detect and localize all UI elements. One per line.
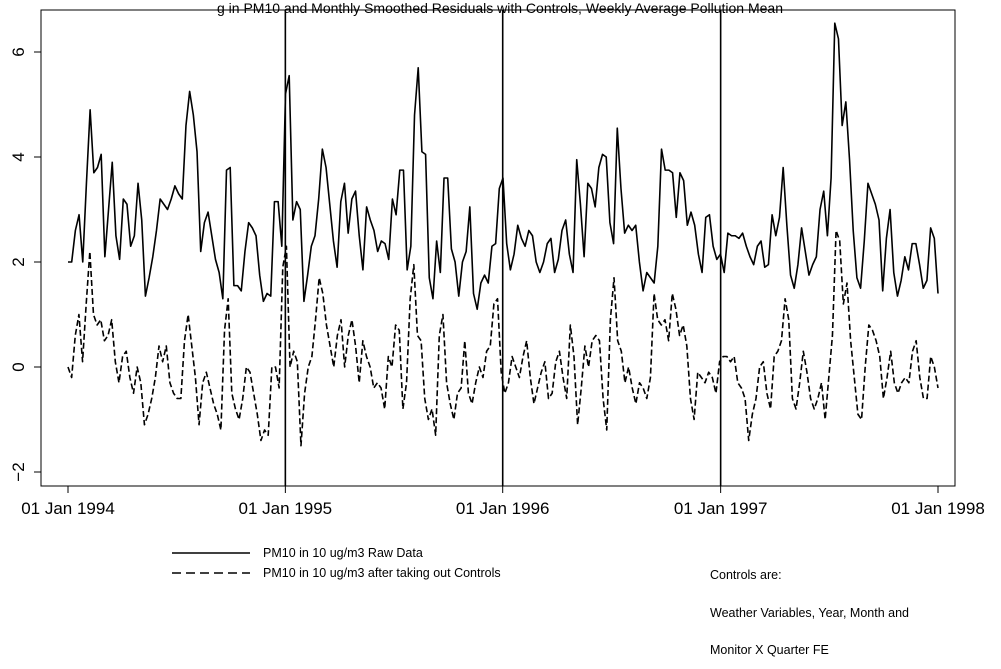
plot-area bbox=[40, 9, 956, 487]
y-tick-label-4: 6 bbox=[9, 47, 28, 56]
y-tick-label-2: 2 bbox=[9, 257, 28, 266]
x-axis: 01 Jan 1994 01 Jan 1995 01 Jan 1996 01 Jan … bbox=[21, 486, 985, 518]
series-line-residual bbox=[67, 229, 939, 447]
legend-swatch-solid bbox=[172, 552, 250, 554]
controls-note: Controls are: Weather Variables, Year, M… bbox=[710, 544, 909, 669]
legend-swatch-dashed bbox=[172, 572, 250, 574]
time-series-chart: g in PM10 and Monthly Smoothed Residuals… bbox=[9, 0, 985, 518]
y-tick-label-3: 4 bbox=[9, 152, 28, 161]
y-tick-label-0: −2 bbox=[9, 462, 28, 481]
x-tick-label-1: 01 Jan 1995 bbox=[239, 499, 333, 518]
chart-title: g in PM10 and Monthly Smoothed Residuals… bbox=[217, 0, 783, 16]
series-layer bbox=[67, 22, 939, 447]
x-tick-label-2: 01 Jan 1996 bbox=[456, 499, 550, 518]
x-tick-label-4: 01 Jan 1998 bbox=[891, 499, 985, 518]
year-divider-lines bbox=[284, 10, 722, 486]
x-tick-label-3: 01 Jan 1997 bbox=[674, 499, 768, 518]
series-line-raw bbox=[68, 22, 939, 311]
controls-note-line-1: Controls are: bbox=[710, 568, 782, 582]
y-tick-label-1: 0 bbox=[9, 362, 28, 371]
y-axis: −2 0 2 4 6 bbox=[9, 47, 41, 482]
legend-label-raw: PM10 in 10 ug/m3 Raw Data bbox=[263, 546, 423, 560]
controls-note-line-3: Monitor X Quarter FE bbox=[710, 643, 829, 657]
x-tick-label-0: 01 Jan 1994 bbox=[21, 499, 115, 518]
legend-label-residual: PM10 in 10 ug/m3 after taking out Contro… bbox=[263, 566, 501, 580]
controls-note-line-2: Weather Variables, Year, Month and bbox=[710, 605, 909, 620]
